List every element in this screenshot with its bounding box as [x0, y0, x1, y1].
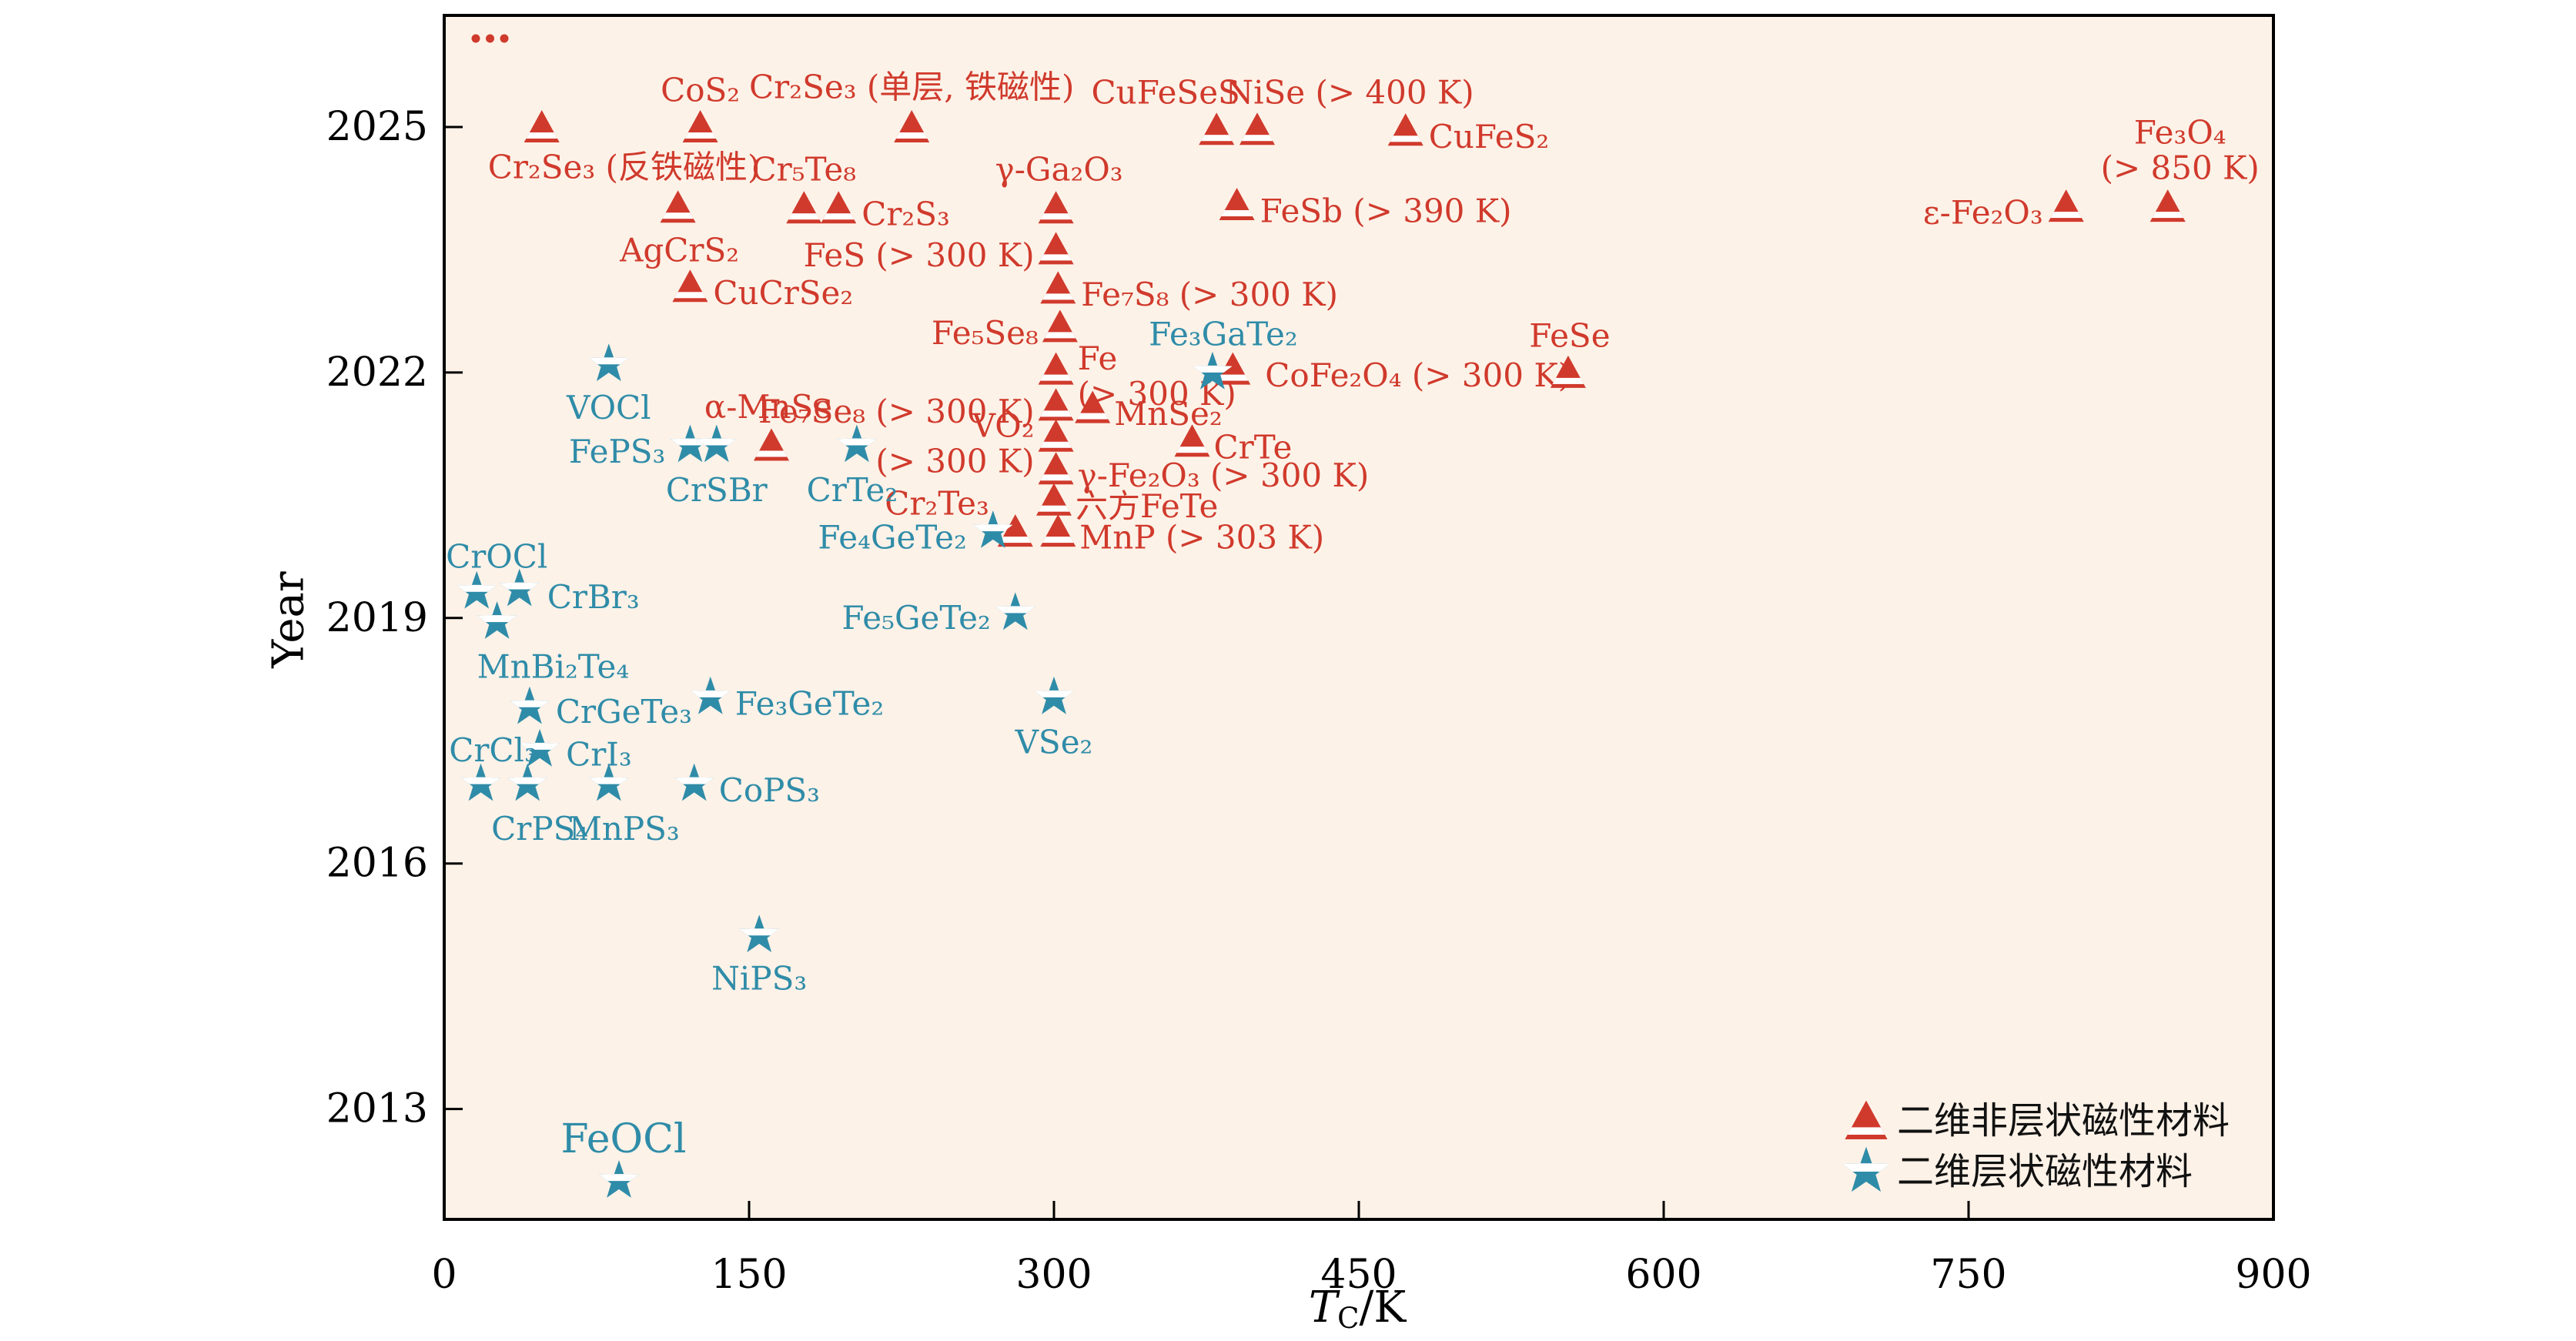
point-label: Fe₇Se₈ (> 300 K)	[758, 393, 1035, 430]
y-tick-label: 2013	[326, 1086, 428, 1132]
point-label: (> 300 K)	[875, 442, 1034, 480]
y-tick-label: 2025	[326, 104, 428, 150]
legend-label: 二维非层状磁性材料	[1897, 1099, 2230, 1142]
y-tick-label: 2016	[326, 841, 428, 887]
data-points: Cr₂Se₃ (反铁磁性) CoS₂ Cr₂Se₃ (单层, 铁磁性) CuFeSeS…	[446, 69, 2260, 1198]
x-tick-label: 300	[1015, 1252, 1092, 1298]
point-label: CuCrSe₂	[713, 274, 853, 312]
point-label: FeOCl	[560, 1116, 686, 1162]
point-label: CuFeSeS	[1092, 74, 1240, 112]
point-label: MnBi₂Te₄	[477, 648, 630, 686]
point-label: Cr₂Se₃ (反铁磁性)	[488, 149, 761, 186]
point-label: VO₂	[972, 406, 1035, 444]
plot-area	[443, 14, 2275, 1221]
point-label: Fe₅Se₈	[932, 314, 1039, 352]
point-label: Fe₅GeTe₂	[841, 599, 990, 637]
x-tick-label: 150	[711, 1252, 787, 1298]
point-label: CrTe₂	[807, 471, 898, 509]
x-tick-label: 600	[1625, 1252, 1701, 1298]
point-label: CoS₂	[661, 72, 740, 109]
legend-label: 二维层状磁性材料	[1897, 1150, 2193, 1193]
point-label: CrPS₄	[491, 810, 588, 848]
point-label: Cr₅Te₈	[752, 151, 857, 189]
x-axis-title: TC/K	[1309, 1282, 1407, 1335]
point-label: CrGeTe₃	[556, 693, 692, 731]
point-label: CuFeS₂	[1429, 118, 1550, 156]
point-label: Fe₄GeTe₂	[818, 519, 966, 557]
plot-background	[444, 15, 2273, 1219]
point-label: AgCrS₂	[619, 232, 739, 269]
point-label: Cr₂Te₃	[885, 485, 989, 523]
x-tick-label: 900	[2235, 1252, 2311, 1298]
point-label: FeSb (> 390 K)	[1260, 192, 1512, 230]
point-label: CrTe	[1214, 429, 1293, 467]
point-label: Fe₃O₄	[2134, 114, 2226, 152]
x-tick-label: 750	[1930, 1252, 2006, 1298]
point-label: CrBr₃	[547, 578, 640, 616]
point-label: FeSe	[1529, 316, 1610, 354]
point-label: CoFe₂O₄ (> 300 K)	[1265, 356, 1571, 394]
point-label: NiSe (> 400 K)	[1225, 74, 1474, 112]
y-tick-label: 2019	[326, 595, 428, 641]
y-axis-title: Year	[264, 571, 314, 669]
point-label: Cr₂S₃	[861, 196, 950, 233]
point-label: γ-Fe₂O₃ (> 300 K)	[1078, 456, 1370, 494]
point-label: FeS (> 300 K)	[804, 236, 1035, 274]
point-label: MnPS₃	[569, 810, 680, 848]
point-label: 六方FeTe	[1076, 487, 1218, 525]
point-label: Fe₃GeTe₂	[735, 684, 884, 722]
point-label: ε-Fe₂O₃	[1923, 194, 2043, 232]
y-tick-label: 2022	[326, 349, 428, 396]
x-tick-label: 450	[1320, 1252, 1397, 1298]
point-label: CrCl₃	[449, 731, 537, 769]
point-label: MnSe₂	[1114, 395, 1223, 433]
point-label: (> 850 K)	[2101, 149, 2260, 187]
point-label: CrSBr	[666, 471, 768, 509]
point-label: MnP (> 303 K)	[1079, 519, 1324, 557]
axes: 0 150 300 450 600 750 900 2025 2022 2019 2016 2013 T…	[264, 34, 2312, 1335]
point-label: NiPS₃	[711, 960, 807, 998]
point-label: CrI₃	[566, 735, 632, 773]
ellipsis-dot	[500, 34, 509, 43]
point-label: FePS₃	[569, 433, 666, 470]
point-label: Fe	[1078, 339, 1118, 377]
point-label: VOCl	[566, 389, 651, 426]
point-label: Fe₇S₈ (> 300 K)	[1081, 276, 1338, 313]
point-label: VSe₂	[1015, 723, 1093, 761]
point-label: Cr₂Se₃ (单层, 铁磁性)	[749, 69, 1074, 106]
point-label: CoPS₃	[719, 771, 820, 809]
point-label: Fe₃GaTe₂	[1149, 315, 1298, 353]
x-tick-label: 0	[431, 1252, 457, 1298]
point-label: CrOCl	[446, 537, 547, 575]
point-label: γ-Ga₂O₃	[995, 151, 1123, 189]
ellipsis-dot	[486, 34, 494, 43]
point-label: α-MnSe	[704, 388, 832, 426]
ellipsis-dot	[471, 34, 480, 43]
